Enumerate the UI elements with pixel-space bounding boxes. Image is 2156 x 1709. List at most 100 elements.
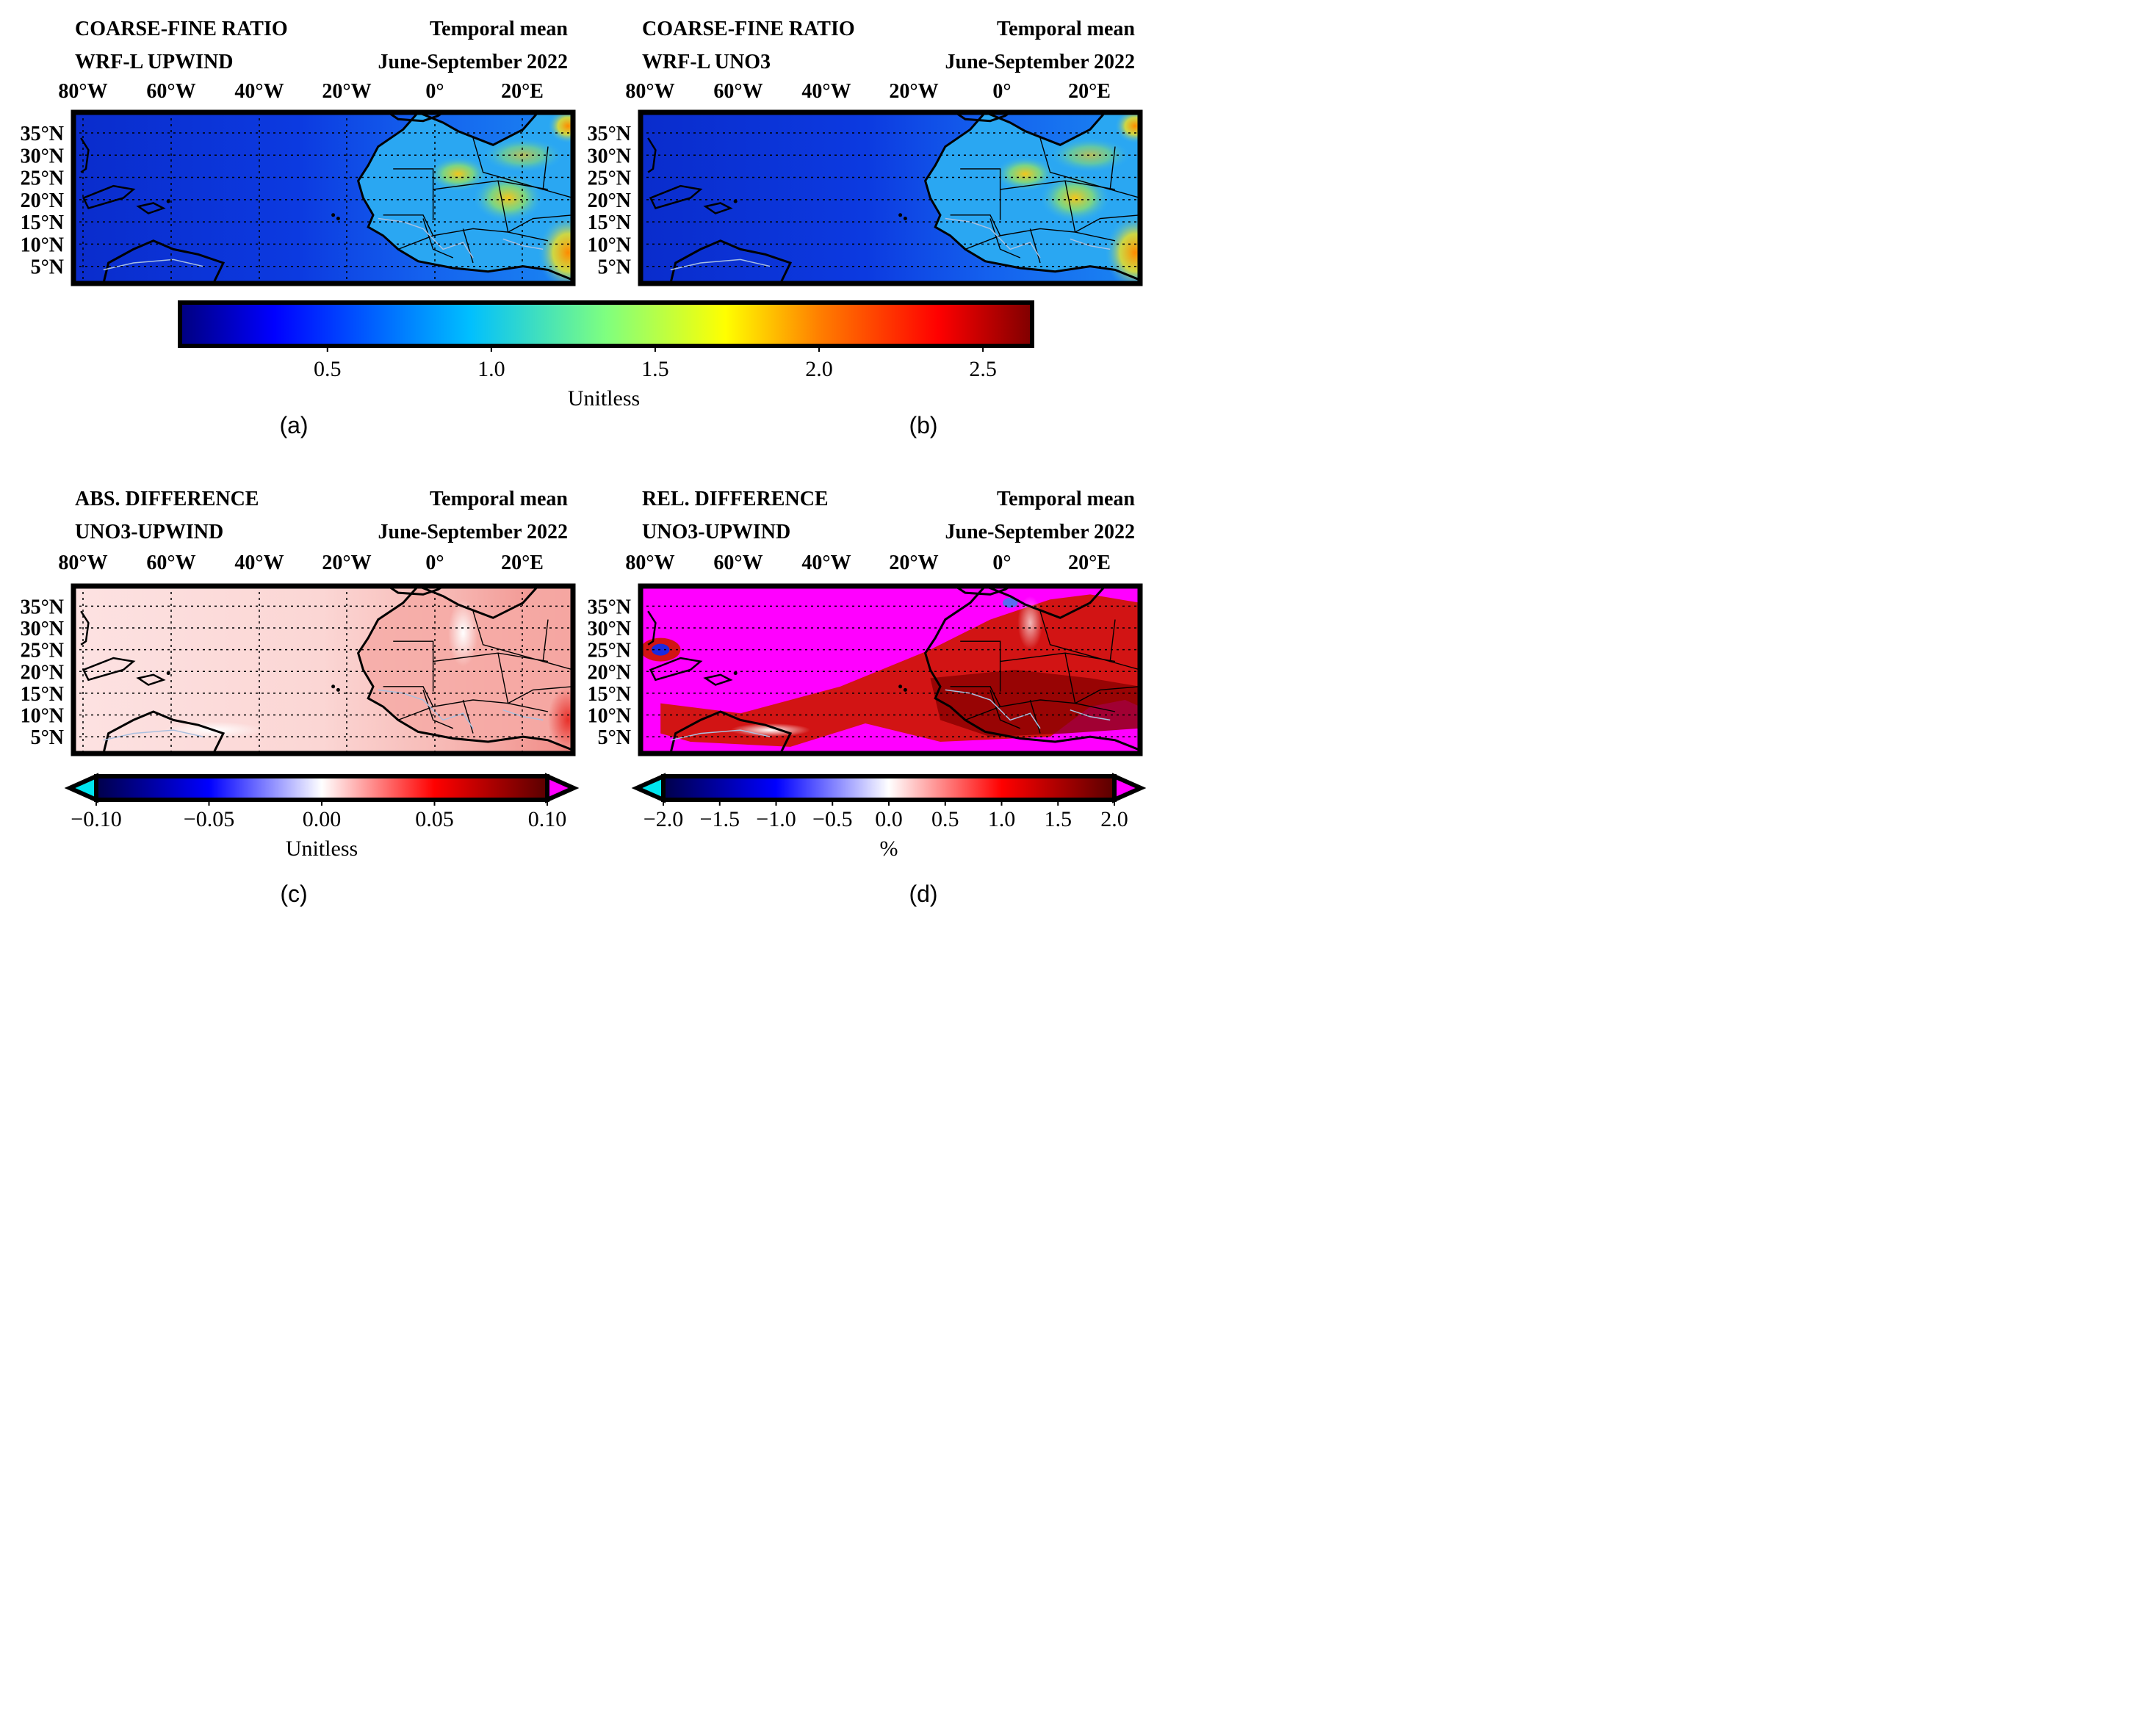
island xyxy=(903,216,907,220)
hotspot xyxy=(1050,137,1131,173)
lon-tick-label: 0° xyxy=(425,80,444,103)
negative-blob xyxy=(651,643,670,656)
lon-tick-label: 20°W xyxy=(322,552,371,574)
lon-tick-label: 20°E xyxy=(501,552,544,574)
map-panel-b: COARSE-FINE RATIO WRF-L UNO3 Temporal mean… xyxy=(588,18,1143,438)
map-panel-c: ABS. DIFFERENCE UNO3-UPWIND Temporal mean J… xyxy=(21,488,576,907)
florida-coastline xyxy=(80,610,90,646)
lat-tick-label: 15°N xyxy=(588,212,631,234)
lat-tick-label: 10°N xyxy=(21,234,64,256)
map-frame xyxy=(638,583,1143,756)
hotspot xyxy=(428,156,488,192)
colorbar-tick-label: 0.5 xyxy=(314,357,342,381)
country-border xyxy=(1075,214,1140,233)
island xyxy=(336,216,340,220)
panel-caption: (b) xyxy=(909,412,937,438)
lat-tick-label: 25°N xyxy=(21,167,64,190)
country-border xyxy=(1039,610,1111,662)
colorbar-abs: −0.10 −0.05 0.00 0.05 0.10 Unitless xyxy=(64,773,580,861)
lon-tick-label: 80°W xyxy=(625,80,674,103)
africa-coastline xyxy=(356,112,573,281)
river xyxy=(502,709,544,721)
figure-root: COARSE-FINE RATIO WRF-L UPWIND Temporal me… xyxy=(21,18,1147,907)
africa-coastline xyxy=(356,586,573,752)
map-field xyxy=(73,586,573,754)
lat-tick-label: 30°N xyxy=(588,145,631,167)
title-right-1: Temporal mean xyxy=(430,18,568,40)
colorbar-tick-label: 0.00 xyxy=(303,807,342,831)
colorbar-tick-label: 2.0 xyxy=(1100,807,1128,831)
title-left-2: WRF-L UNO3 xyxy=(642,51,771,73)
hispaniola-coastline xyxy=(703,202,733,214)
country-border xyxy=(960,640,1001,692)
colorbar-gradient xyxy=(178,300,1034,348)
colorbar-tick-label: −1.0 xyxy=(756,807,796,831)
hotspot xyxy=(548,112,573,143)
lon-tick-label: 40°W xyxy=(801,552,851,574)
country-border xyxy=(508,214,573,233)
island xyxy=(898,213,903,217)
land-field xyxy=(358,586,573,751)
white-streak xyxy=(1017,596,1043,650)
cuba-coastline xyxy=(82,184,136,209)
map-frame xyxy=(71,583,576,756)
colorbar-tick-label: 1.0 xyxy=(477,357,505,381)
title-left-1: REL. DIFFERENCE xyxy=(642,488,829,510)
island xyxy=(336,687,340,692)
lon-tick-label: 60°W xyxy=(146,552,195,574)
title-right-2: June-September 2022 xyxy=(378,51,568,73)
colorbar-tick-label: 0.0 xyxy=(875,807,903,831)
country-border xyxy=(397,706,433,721)
colorbar-gradient xyxy=(661,774,1117,802)
hotspot xyxy=(483,137,563,173)
lon-tick-label: 20°E xyxy=(1068,552,1111,574)
hotspot xyxy=(1105,214,1140,283)
country-border xyxy=(1109,146,1140,199)
river xyxy=(945,217,1041,259)
red-patch xyxy=(548,686,573,754)
country-border xyxy=(1029,228,1041,264)
lat-tick-label: 25°N xyxy=(588,640,631,662)
river xyxy=(670,259,771,271)
title-left-1: COARSE-FINE RATIO xyxy=(75,18,288,40)
lat-tick-label: 30°N xyxy=(21,145,64,167)
lat-tick-label: 35°N xyxy=(21,596,64,618)
map-panel-a: COARSE-FINE RATIO WRF-L UPWIND Temporal me… xyxy=(21,18,576,438)
country-border xyxy=(397,235,433,250)
map-frame xyxy=(638,109,1143,286)
lon-tick-label: 20°W xyxy=(322,80,371,103)
lon-tick-label: 0° xyxy=(992,552,1011,574)
colorbar-tick-label: 0.05 xyxy=(415,807,454,831)
panel-caption: (c) xyxy=(280,881,307,907)
colorbar-gradient xyxy=(94,774,549,802)
hispaniola-coastline xyxy=(703,673,733,686)
lon-tick-label: 20°W xyxy=(889,80,938,103)
map-frame xyxy=(71,109,576,286)
south-america-coastline xyxy=(669,239,793,283)
country-border xyxy=(1039,137,1111,190)
country-border xyxy=(393,168,434,220)
africa-coastline xyxy=(923,112,1140,281)
colorbar-label: Unitless xyxy=(568,386,640,411)
lat-tick-label: 20°N xyxy=(588,661,631,684)
island xyxy=(903,687,907,692)
colorbar-under-extension xyxy=(64,773,98,803)
south-america-coastline xyxy=(669,710,793,754)
country-border xyxy=(989,218,1021,259)
title-right-2: June-September 2022 xyxy=(378,521,568,543)
colorbar-tick-label: 0.10 xyxy=(528,807,567,831)
lon-tick-label: 0° xyxy=(425,552,444,574)
lat-tick-label: 20°N xyxy=(21,661,64,684)
lat-tick-label: 15°N xyxy=(21,212,64,234)
florida-coastline xyxy=(80,137,90,173)
lon-tick-label: 20°W xyxy=(889,552,938,574)
river xyxy=(103,259,203,271)
cuba-coastline xyxy=(649,657,703,682)
lat-tick-label: 10°N xyxy=(21,705,64,728)
colorbar-tick-label: 1.5 xyxy=(1045,807,1072,831)
lon-tick-label: 60°W xyxy=(146,80,195,103)
river xyxy=(670,729,771,741)
lon-tick-label: 80°W xyxy=(58,80,107,103)
lon-tick-label: 20°E xyxy=(501,80,544,103)
florida-coastline xyxy=(647,137,657,173)
